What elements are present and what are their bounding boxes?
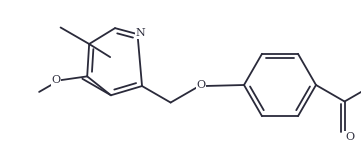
Text: O: O — [52, 75, 61, 85]
Text: O: O — [197, 80, 206, 90]
Text: O: O — [345, 132, 354, 142]
Text: N: N — [136, 28, 145, 38]
